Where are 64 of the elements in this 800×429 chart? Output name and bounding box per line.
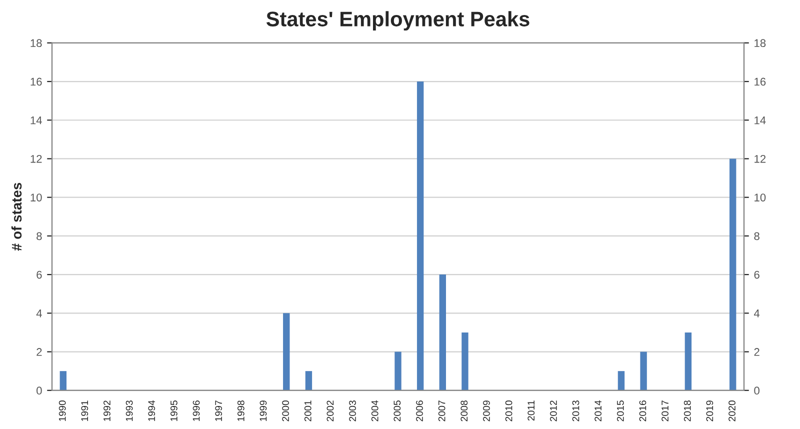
- x-tick-label: 1995: [170, 400, 178, 421]
- y-tick-label: 18: [30, 39, 42, 48]
- bar: [283, 313, 290, 390]
- x-tick-label: 2016: [639, 400, 646, 422]
- x-tick-label: 2018: [684, 400, 691, 422]
- x-tick-label: 2019: [706, 400, 714, 422]
- x-tick-label: 2004: [371, 400, 378, 422]
- x-tick-label: 1991: [81, 400, 88, 421]
- y2-tick-label: 16: [754, 78, 766, 86]
- x-tick-label: 2013: [572, 400, 580, 422]
- bar: [60, 371, 67, 390]
- x-tick-label: 2007: [438, 400, 446, 422]
- bar: [394, 352, 402, 390]
- y-tick-label: 16: [30, 78, 42, 86]
- x-tick-label: 2008: [460, 400, 468, 422]
- y-tick-label: 10: [30, 194, 42, 202]
- bar: [684, 332, 692, 390]
- x-tick-label: 2006: [416, 400, 423, 422]
- x-tick-label: 1999: [260, 400, 267, 421]
- x-tick-label: 1998: [237, 400, 244, 421]
- y2-tick-label: 10: [754, 194, 766, 202]
- x-tick-label: 2011: [528, 400, 535, 421]
- x-tick-label: 2020: [728, 400, 736, 422]
- x-tick-label: 1993: [126, 400, 133, 421]
- bar: [305, 371, 312, 390]
- x-tick-label: 2014: [594, 400, 602, 422]
- x-tick-label: 2015: [616, 400, 624, 422]
- bar: [416, 82, 424, 390]
- x-tick-label: 2010: [505, 400, 512, 422]
- y-tick-label: 8: [36, 232, 42, 240]
- x-tick-label: 2002: [326, 400, 334, 422]
- bar: [640, 352, 647, 390]
- y2-tick-label: 2: [754, 348, 760, 356]
- bar: [618, 371, 625, 390]
- y2-tick-label: 14: [754, 116, 766, 124]
- x-tick-label: 1990: [58, 400, 66, 421]
- y2-tick-label: 0: [754, 386, 760, 395]
- y-tick-label: 2: [36, 348, 42, 356]
- y-tick-label: 6: [36, 270, 42, 279]
- x-tick-label: 1992: [104, 400, 110, 421]
- bar: [462, 332, 468, 390]
- x-tick-label: 2001: [304, 400, 312, 422]
- x-tick-label: 2017: [662, 400, 668, 422]
- x-tick-label: 2009: [483, 400, 490, 422]
- y-tick-label: 4: [36, 310, 42, 318]
- y2-tick-label: 4: [754, 310, 760, 318]
- x-tick-label: 2005: [394, 400, 401, 422]
- chart-title: States' Employment Peaks: [266, 11, 530, 31]
- x-tick-label: 1997: [215, 400, 222, 421]
- y-tick-label: 0: [36, 386, 42, 395]
- y2-tick-label: 18: [754, 39, 766, 48]
- y2-tick-label: 12: [754, 154, 766, 163]
- y2-tick-label: 6: [754, 270, 760, 279]
- bar: [729, 158, 736, 390]
- x-tick-label: 2003: [349, 400, 356, 422]
- x-tick-label: 2000: [282, 400, 289, 422]
- x-tick-label: 1994: [148, 400, 156, 421]
- y-tick-label: 14: [30, 116, 42, 124]
- bar: [439, 274, 446, 390]
- y2-tick-label: 8: [754, 232, 760, 240]
- y-axis-title: # of states: [11, 182, 22, 251]
- x-tick-label: 1996: [192, 400, 200, 421]
- y-tick-label: 12: [30, 154, 42, 163]
- x-tick-label: 2012: [550, 400, 557, 422]
